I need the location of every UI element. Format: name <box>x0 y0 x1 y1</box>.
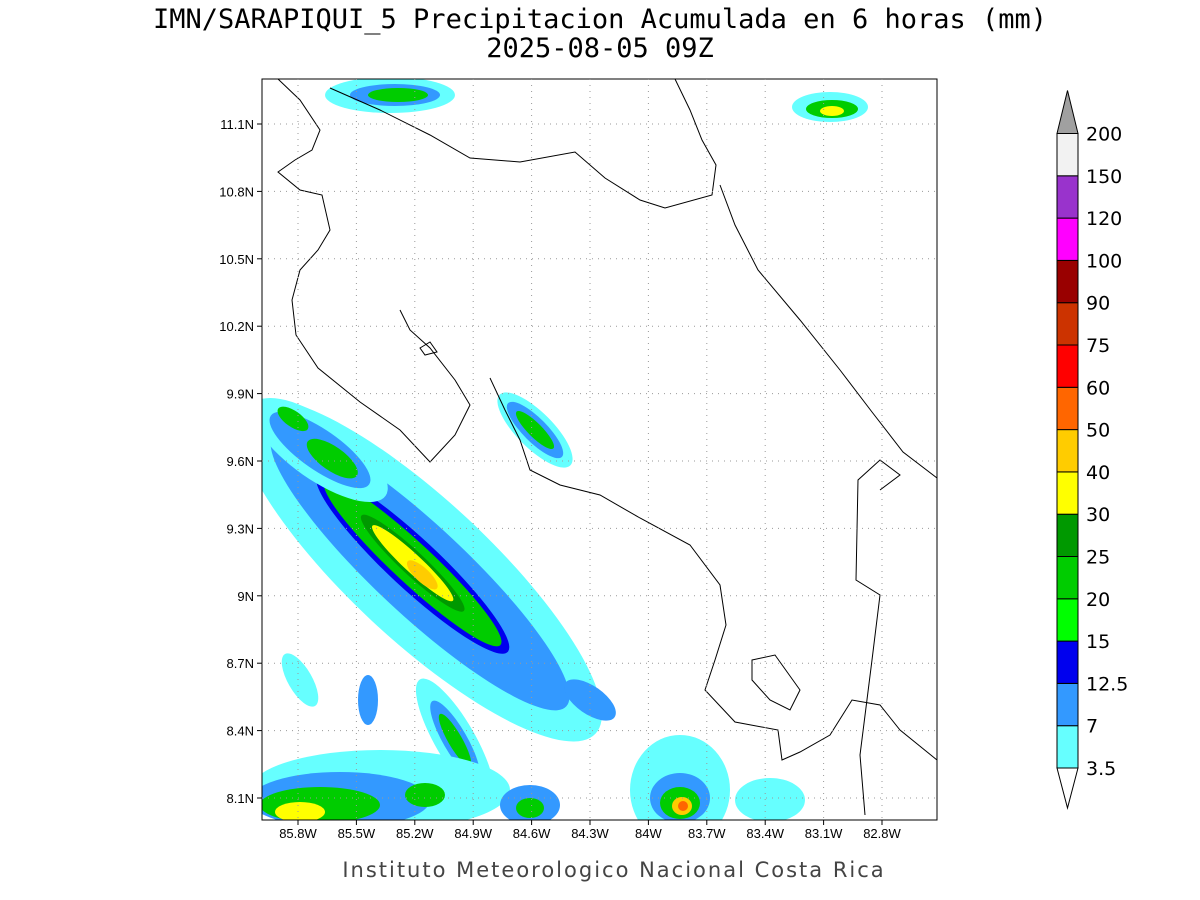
colorbar-box <box>1056 302 1079 346</box>
lat-label: 10.5N <box>219 252 254 267</box>
colorbar-label: 200 <box>1086 124 1122 146</box>
lat-label: 9N <box>237 589 254 604</box>
colorbar-label: 7 <box>1086 716 1098 738</box>
colorbar-label: 20 <box>1086 589 1110 611</box>
lat-label: 9.6N <box>227 454 254 469</box>
lat-label: 11.1N <box>220 117 254 132</box>
title-line1: IMN/SARAPIQUI_5 Precipitacion Acumulada … <box>153 4 1047 35</box>
colorbar-label: 30 <box>1086 504 1110 526</box>
colorbar-label: 25 <box>1086 547 1110 569</box>
colorbar-box <box>1056 556 1079 600</box>
lon-label: 84.3W <box>571 826 609 841</box>
lon-label: 83.7W <box>688 826 726 841</box>
colorbar-box <box>1056 344 1079 388</box>
colorbar-box <box>1056 640 1079 684</box>
lon-label: 83.1W <box>805 826 843 841</box>
colorbar-label: 40 <box>1086 462 1110 484</box>
precip-field <box>262 79 868 820</box>
lon-label: 84.6W <box>513 826 551 841</box>
colorbar-box <box>1056 471 1079 515</box>
lon-label: 85.8W <box>279 826 317 841</box>
colorbar-box <box>1056 386 1079 431</box>
colorbar-label: 75 <box>1086 335 1110 357</box>
lon-label: 84W <box>635 826 662 841</box>
lat-label: 8.7N <box>227 656 254 671</box>
colorbar-label: 100 <box>1086 250 1122 272</box>
colorbar-box <box>1056 682 1079 727</box>
colorbar-box <box>1056 598 1079 642</box>
lon-label: 84.9W <box>454 826 492 841</box>
colorbar-label: 12.5 <box>1086 673 1128 695</box>
lat-label: 10.8N <box>219 184 254 199</box>
lat-label: 9.9N <box>227 387 254 402</box>
colorbar-label: 15 <box>1086 631 1110 653</box>
colorbar-box <box>1056 429 1079 473</box>
lat-label: 8.4N <box>227 724 254 739</box>
lon-label: 83.4W <box>746 826 784 841</box>
colorbar-box <box>1056 133 1079 177</box>
colorbar-label: 90 <box>1086 293 1110 315</box>
colorbar-box <box>1056 175 1079 219</box>
lon-label: 85.5W <box>338 826 376 841</box>
colorbar-box <box>1056 259 1079 304</box>
colorbar-box <box>1056 513 1079 558</box>
map-frame <box>261 78 938 821</box>
colorbar-below <box>1056 767 1079 810</box>
lon-label: 85.2W <box>396 826 434 841</box>
lat-label: 9.3N <box>227 521 254 536</box>
colorbar-label: 3.5 <box>1086 758 1116 780</box>
colorbar-label: 150 <box>1086 166 1122 188</box>
colorbar-box <box>1056 725 1079 769</box>
colorbar-label: 60 <box>1086 377 1110 399</box>
lat-label: 10.2N <box>219 319 254 334</box>
colorbar-above <box>1056 90 1079 134</box>
lat-label: 8.1N <box>227 791 254 806</box>
footer: Instituto Meteorologico Nacional Costa R… <box>342 858 885 882</box>
colorbar-box <box>1056 217 1079 261</box>
coastlines <box>277 79 937 816</box>
title-line2: 2025-08-05 09Z <box>486 33 714 64</box>
colorbar-label: 120 <box>1086 208 1122 230</box>
lon-label: 82.8W <box>863 826 901 841</box>
colorbar-label: 50 <box>1086 420 1110 442</box>
